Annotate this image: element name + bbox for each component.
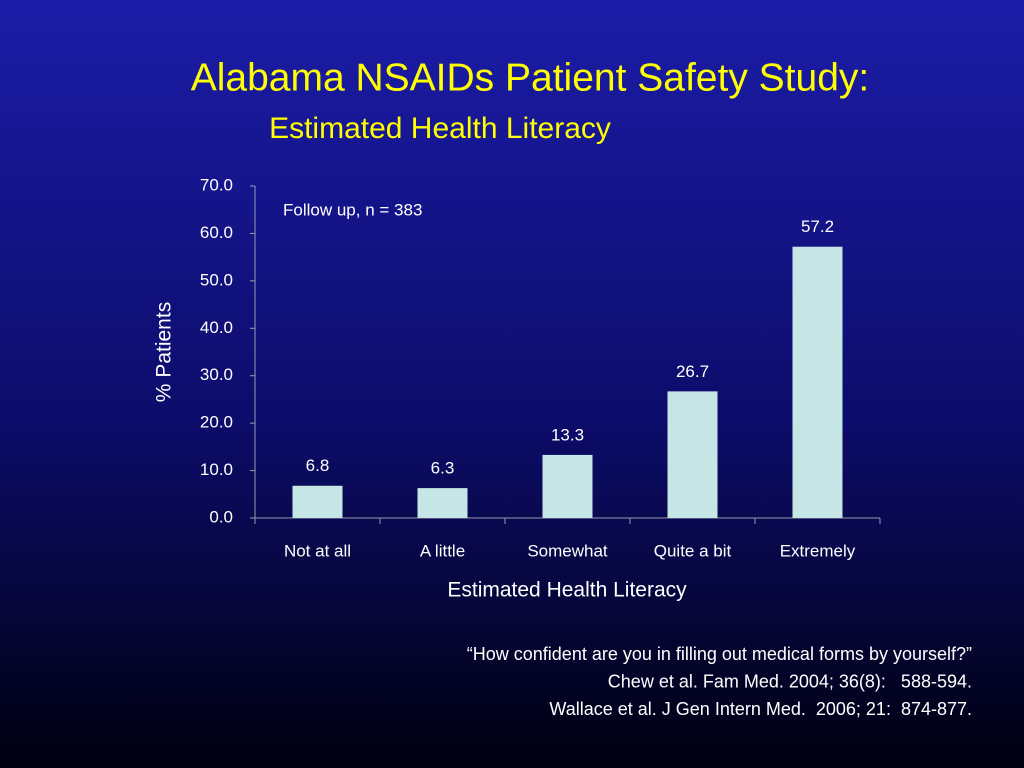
data-label: 57.2 <box>801 217 834 236</box>
y-tick-label: 60.0 <box>200 223 233 242</box>
x-axis-label: Estimated Health Literacy <box>447 579 687 602</box>
y-tick-label: 10.0 <box>200 460 233 479</box>
x-tick-label: Somewhat <box>527 541 608 560</box>
y-tick-label: 30.0 <box>200 365 233 384</box>
annotation: Follow up, n = 383 <box>283 200 422 219</box>
data-label: 6.3 <box>431 459 455 478</box>
data-label: 26.7 <box>676 362 709 381</box>
data-label: 13.3 <box>551 425 584 444</box>
chart-title: Alabama NSAIDs Patient Safety Study: <box>191 56 870 99</box>
bar <box>292 485 343 518</box>
x-tick-label: Quite a bit <box>654 541 732 560</box>
y-tick-label: 40.0 <box>200 318 233 337</box>
y-tick-label: 0.0 <box>209 507 233 526</box>
bar <box>667 391 718 518</box>
x-tick-label: A little <box>420 541 465 560</box>
citation: Wallace et al. J Gen Intern Med. 2006; 2… <box>549 699 972 719</box>
bar <box>417 488 468 518</box>
bar <box>542 454 593 518</box>
y-tick-label: 50.0 <box>200 270 233 289</box>
citation: Chew et al. Fam Med. 2004; 36(8): 588-59… <box>608 671 972 691</box>
data-label: 6.8 <box>306 456 330 475</box>
bar <box>792 246 843 519</box>
x-tick-label: Extremely <box>780 541 856 560</box>
y-tick-label: 70.0 <box>200 175 233 194</box>
citation: “How confident are you in filling out me… <box>467 644 972 664</box>
y-tick-label: 20.0 <box>200 413 233 432</box>
y-axis-label: % Patients <box>153 302 176 402</box>
chart-subtitle: Estimated Health Literacy <box>269 112 611 145</box>
x-tick-label: Not at all <box>284 541 351 560</box>
